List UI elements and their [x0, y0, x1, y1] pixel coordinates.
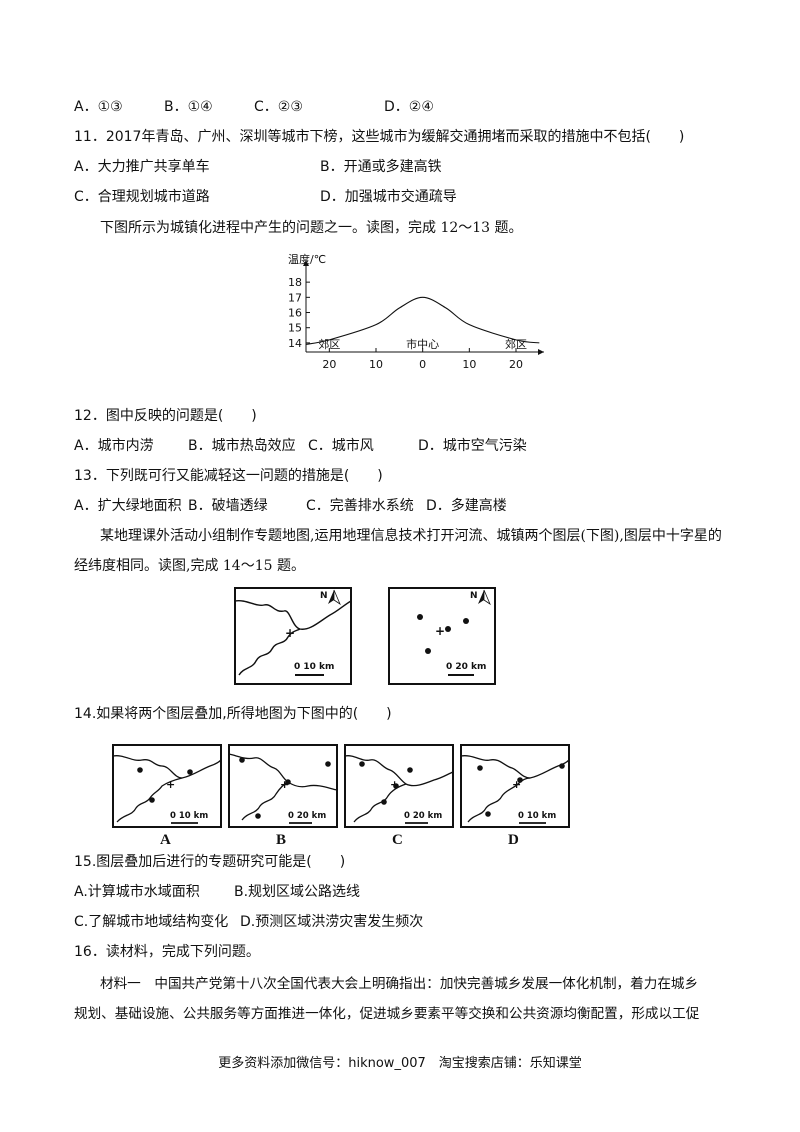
- q11-stem: 11．2017年青岛、广州、深圳等城市下榜，这些城市为缓解交通拥堵而采取的措施中…: [74, 129, 685, 145]
- q12-option-c: C．城市风: [308, 438, 374, 454]
- y-axis-label: 温度/℃: [288, 252, 326, 266]
- scale-label: 0 20 km: [404, 811, 442, 821]
- q15-option-c: C.了解城市地域结构变化: [74, 914, 229, 930]
- svg-text:+: +: [280, 778, 289, 791]
- q13-option-d: D．多建高楼: [426, 498, 507, 514]
- q12-option-d: D．城市空气污染: [418, 438, 527, 454]
- q14-stem: 14.如果将两个图层叠加,所得地图为下图中的( ): [74, 706, 392, 722]
- q15-option-d: D.预测区域洪涝灾害发生频次: [240, 914, 424, 930]
- river-layer-map: + N 0 10 km: [234, 587, 352, 689]
- q10-option-c: C．②③: [254, 99, 303, 115]
- svg-text:+: +: [435, 624, 445, 638]
- x-axis-arrow: [538, 349, 544, 355]
- north-arrow-icon: [478, 590, 484, 604]
- y-tick-label: 16: [288, 307, 302, 320]
- q16-stem: 16．读材料，完成下列问题。: [74, 944, 260, 960]
- temperature-curve: [305, 296, 540, 345]
- x-tick-label: 20: [322, 358, 336, 371]
- q16-material-line2: 规划、基础设施、公共服务等方面推进一体化，促进城乡要素平等交换和公共资源均衡配置…: [74, 1006, 700, 1022]
- footer-note: 更多资料添加微信号：hiknow_007 淘宝搜索店铺：乐知课堂: [218, 1056, 582, 1071]
- q12-option-a: A．城市内涝: [74, 438, 154, 454]
- x-tick-label: 0: [419, 358, 426, 371]
- intro-12-13: 下图所示为城镇化进程中产生的问题之一。读图，完成 12～13 题。: [100, 220, 523, 236]
- svg-text:+: +: [166, 778, 175, 791]
- answer-map-d-letter: D: [508, 832, 519, 848]
- answer-map-d: + 0 10 km: [460, 744, 570, 832]
- intro-14-15-line2: 经纬度相同。读图,完成 14～15 题。: [74, 558, 305, 574]
- q10-option-a: A．①③: [74, 99, 123, 115]
- q11-option-a: A．大力推广共享单车: [74, 159, 210, 175]
- answer-map-b: + 0 20 km: [228, 744, 338, 832]
- q12-stem: 12．图中反映的问题是( ): [74, 408, 257, 424]
- q11-option-b: B．开通或多建高铁: [320, 159, 442, 175]
- answer-map-c: + 0 20 km: [344, 744, 454, 832]
- y-tick-label: 15: [288, 322, 302, 335]
- q13-option-c: C．完善排水系统: [306, 498, 414, 514]
- answer-map-a-letter: A: [160, 832, 171, 848]
- answer-map-c-letter: C: [392, 832, 403, 848]
- town-layer-map: + N 0 20 km: [388, 587, 496, 689]
- scale-label: 0 10 km: [170, 811, 208, 821]
- scale-label: 0 10 km: [518, 811, 556, 821]
- q11-option-c: C．合理规划城市道路: [74, 189, 210, 205]
- north-label: N: [320, 591, 328, 601]
- north-label: N: [470, 591, 478, 601]
- x-tick-label: 10: [369, 358, 383, 371]
- q13-stem: 13．下列既可行又能减轻这一问题的措施是( ): [74, 468, 383, 484]
- q13-option-b: B．破墙透绿: [188, 498, 268, 514]
- y-axis-arrow: [303, 260, 309, 266]
- svg-text:+: +: [285, 626, 295, 640]
- scale-label: 0 20 km: [446, 662, 486, 672]
- svg-text:+: +: [512, 778, 521, 791]
- q15-option-b: B.规划区域公路选线: [234, 884, 361, 900]
- q15-stem: 15.图层叠加后进行的专题研究可能是( ): [74, 854, 346, 870]
- region-label: 市中心: [406, 337, 439, 351]
- q12-option-b: B．城市热岛效应: [188, 438, 296, 454]
- q15-option-a: A.计算城市水域面积: [74, 884, 200, 900]
- north-arrow-icon: [328, 590, 334, 604]
- y-tick-label: 17: [288, 291, 302, 304]
- q13-option-a: A．扩大绿地面积: [74, 498, 182, 514]
- q11-option-d: D．加强城市交通疏导: [320, 189, 457, 205]
- intro-14-15-line1: 某地理课外活动小组制作专题地图,运用地理信息技术打开河流、城镇两个图层(下图),…: [100, 528, 722, 544]
- q10-option-b: B．①④: [164, 99, 213, 115]
- scale-label: 0 20 km: [288, 811, 326, 821]
- heat-island-chart: 温度/℃ 14 15 16 17 18 20 10 0 10 20 郊区 市中心 郊区: [282, 246, 552, 380]
- y-tick-label: 18: [288, 276, 302, 289]
- q10-option-d: D．②④: [384, 99, 434, 115]
- q16-material-line1: 材料一 中国共产党第十八次全国代表大会上明确指出：加快完善城乡发展一体化机制，着…: [100, 976, 699, 992]
- x-tick-label: 20: [509, 358, 523, 371]
- scale-label: 0 10 km: [294, 662, 334, 672]
- answer-map-a: + 0 10 km: [112, 744, 222, 832]
- svg-text:+: +: [390, 778, 399, 791]
- answer-map-b-letter: B: [276, 832, 287, 848]
- x-tick-label: 10: [462, 358, 476, 371]
- y-tick-label: 14: [288, 337, 302, 350]
